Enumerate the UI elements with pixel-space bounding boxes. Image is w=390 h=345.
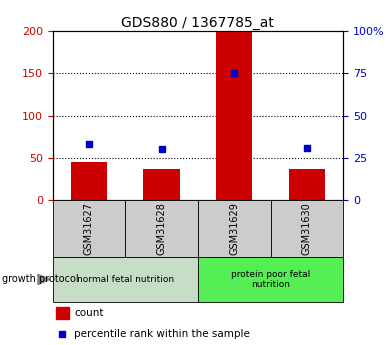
Bar — [53, 257, 198, 302]
Text: protein poor fetal
nutrition: protein poor fetal nutrition — [231, 270, 310, 289]
Text: GSM31630: GSM31630 — [302, 202, 312, 255]
Text: GSM31628: GSM31628 — [157, 202, 167, 255]
Bar — [271, 200, 343, 257]
Bar — [55, 307, 69, 319]
Point — [304, 145, 310, 150]
Text: count: count — [74, 308, 104, 318]
Point — [59, 331, 66, 337]
Text: GSM31627: GSM31627 — [84, 202, 94, 255]
Point — [158, 147, 165, 152]
Bar — [144, 169, 180, 200]
Point — [86, 141, 92, 147]
Bar — [125, 200, 198, 257]
Bar — [53, 200, 125, 257]
Bar — [71, 162, 107, 200]
Text: percentile rank within the sample: percentile rank within the sample — [74, 329, 250, 339]
Point — [231, 71, 238, 76]
Text: GSM31629: GSM31629 — [229, 202, 239, 255]
Bar — [198, 200, 271, 257]
Bar — [216, 31, 252, 200]
Title: GDS880 / 1367785_at: GDS880 / 1367785_at — [122, 16, 274, 30]
Bar — [198, 257, 343, 302]
Text: growth protocol: growth protocol — [2, 275, 78, 284]
Bar — [289, 169, 325, 200]
Text: normal fetal nutrition: normal fetal nutrition — [77, 275, 174, 284]
Polygon shape — [38, 274, 50, 285]
